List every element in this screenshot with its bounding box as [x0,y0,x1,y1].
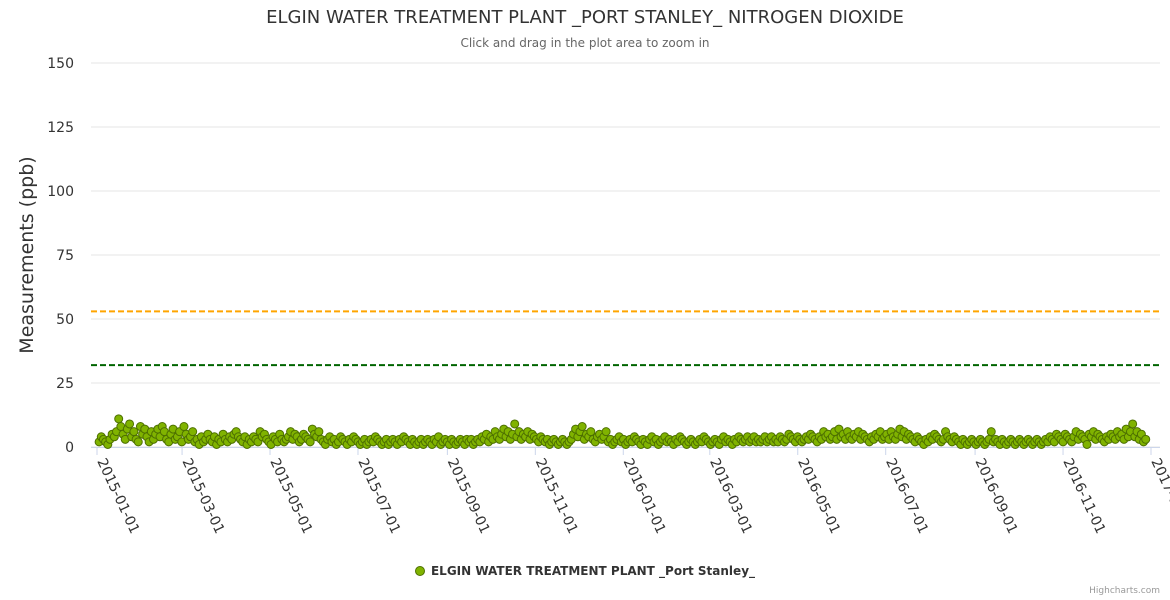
data-point [1128,419,1138,429]
data-point [577,422,587,432]
data-point [986,427,996,437]
series-points [94,414,1151,449]
x-tick-label: 2016-01-01 [620,456,669,537]
x-axis: 2015-01-01 2015-03-01 2015-05-01 2015-07-01… [91,447,1170,536]
data-point [1141,434,1151,444]
y-tick-label: 100 [47,184,74,200]
x-tick-label: 2016-11-01 [1059,456,1108,537]
x-tick-label: 2016-03-01 [706,456,755,537]
data-point [314,427,324,437]
x-tick-label: 2015-11-01 [532,456,581,537]
y-tick-label: 0 [65,440,74,456]
x-tick-label: 2016-07-01 [882,456,931,537]
chart-subtitle: Click and drag in the plot area to zoom … [460,36,710,50]
credits-link[interactable]: Highcharts.com [1089,586,1160,596]
data-point [133,437,143,447]
legend-item[interactable]: ELGIN WATER TREATMENT PLANT _Port Stanle… [414,564,756,578]
reference-lines [91,310,1160,367]
x-tick-label: 2016-09-01 [971,456,1020,537]
data-point [188,427,198,437]
data-point [114,414,124,424]
x-tick-label: 2015-05-01 [266,456,315,537]
data-point [1082,439,1092,449]
y-tick-label: 50 [56,312,74,328]
data-point [305,437,315,447]
legend-marker-icon [414,566,425,576]
y-tick-label: 150 [47,56,74,72]
y-axis-ticks: 0 25 50 75 100 125 150 [47,56,74,456]
legend-label: ELGIN WATER TREATMENT PLANT _Port Stanle… [430,564,756,578]
legend: ELGIN WATER TREATMENT PLANT _Port Stanle… [0,564,1170,579]
data-point [601,427,611,437]
y-tick-label: 125 [47,120,74,136]
data-point [510,419,520,429]
y-tick-label: 25 [56,376,74,392]
data-point [125,419,135,429]
x-tick-label: 2015-01-01 [93,456,142,537]
data-point [179,422,189,432]
x-tick-label: 2015-07-01 [354,456,403,537]
x-tick-label: 2016-05-01 [794,456,843,537]
x-tick-label: 2015-09-01 [444,456,493,537]
chart-title: ELGIN WATER TREATMENT PLANT _PORT STANLE… [266,7,904,28]
x-tick-label: 2017-01-01 [1147,456,1170,537]
grid-lines [91,62,1160,448]
y-tick-label: 75 [56,248,74,264]
x-tick-label: 2015-03-01 [178,456,227,537]
